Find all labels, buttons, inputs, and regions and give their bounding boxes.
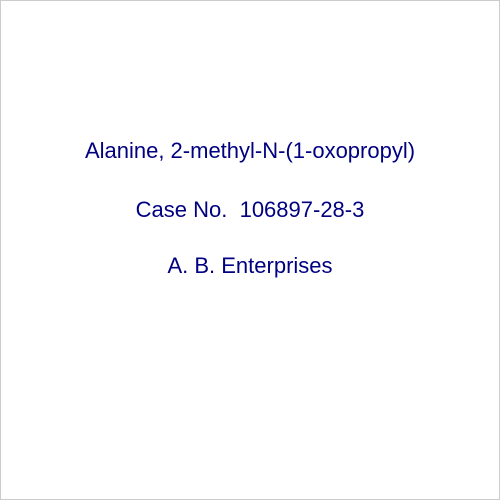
case-label: Case No. (136, 197, 228, 222)
case-number-value: 106897-28-3 (240, 197, 365, 222)
company-name: A. B. Enterprises (167, 253, 332, 279)
case-number-row: Case No. 106897-28-3 (136, 197, 365, 223)
chemical-name: Alanine, 2-methyl-N-(1-oxopropyl) (85, 136, 415, 167)
